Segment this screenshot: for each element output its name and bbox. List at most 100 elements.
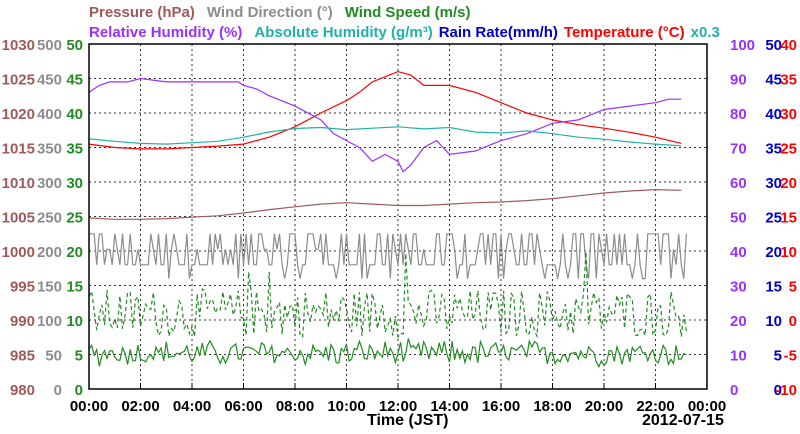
ytick-wspd: 15 <box>66 279 83 296</box>
ytick-rain: 30 <box>765 175 782 192</box>
ytick-temp: 0 <box>789 313 797 330</box>
ytick-temp: 10 <box>780 244 797 261</box>
ytick-rh: 20 <box>730 313 747 330</box>
ytick-wdir: 350 <box>37 141 62 158</box>
ytick-wdir: 0 <box>54 382 62 399</box>
ytick-rain: 25 <box>765 210 782 227</box>
series-temp <box>88 70 682 150</box>
ytick-rh: 50 <box>730 210 747 227</box>
ytick-temp: 35 <box>780 72 797 89</box>
ytick-rh: 100 <box>730 37 755 54</box>
legend-ah: Absolute Humidity (g/m³) <box>254 24 432 41</box>
legend: Pressure (hPa) Wind Direction (°) Wind Spe… <box>89 4 720 41</box>
legend-ahscale: x0.3 <box>691 24 720 41</box>
xtick-label: 02:00 <box>121 398 159 415</box>
ytick-temp: 5 <box>789 279 797 296</box>
ytick-wdir: 500 <box>37 37 62 54</box>
legend-temp: Temperature (°C) <box>564 24 685 41</box>
ytick-rain: 20 <box>765 244 782 261</box>
ytick-temp: 30 <box>780 106 797 123</box>
ytick-wdir: 400 <box>37 106 62 123</box>
series-wdir <box>89 233 687 280</box>
ytick-rh: 60 <box>730 175 747 192</box>
ytick-wdir: 300 <box>37 175 62 192</box>
ytick-rain: 50 <box>765 37 782 54</box>
ytick-wspd: 20 <box>66 244 83 261</box>
series-wspd <box>88 338 687 368</box>
ytick-temp: 40 <box>780 37 797 54</box>
ytick-temp: 20 <box>780 175 797 192</box>
legend-pressure: Pressure (hPa) <box>89 4 195 21</box>
series-rh <box>88 77 682 173</box>
ytick-wdir: 200 <box>37 244 62 261</box>
ytick-rh: 30 <box>730 279 747 296</box>
ytick-wdir: 50 <box>45 348 62 365</box>
ytick-temp: 25 <box>780 141 797 158</box>
ytick-wdir: 250 <box>37 210 62 227</box>
ytick-wspd: 30 <box>66 175 83 192</box>
ytick-rh: 40 <box>730 244 747 261</box>
ytick-wspd: 0 <box>75 382 83 399</box>
ytick-rh: 70 <box>730 141 747 158</box>
series-pressure <box>88 188 682 220</box>
legend-wdir: Wind Direction (°) <box>207 4 333 21</box>
xtick-label: 16:00 <box>482 398 520 415</box>
ytick-rain: 0 <box>774 382 782 399</box>
ytick-pressure: 995 <box>10 279 35 296</box>
ytick-rain: 5 <box>774 348 782 365</box>
xtick-label: 22:00 <box>636 398 674 415</box>
ytick-rain: 15 <box>765 279 782 296</box>
ytick-rh: 10 <box>730 348 747 365</box>
xtick-label: 10:00 <box>327 398 365 415</box>
xtick-label: 18:00 <box>533 398 571 415</box>
ytick-wdir: 100 <box>37 313 62 330</box>
x-axis: 00:00 02:00 04:00 06:00 08:00 10:00 12:00 14:00… <box>70 383 726 415</box>
ytick-pressure: 1020 <box>2 106 35 123</box>
xtick-label: 00:00 <box>688 398 726 415</box>
ytick-pressure: 985 <box>10 348 35 365</box>
xtick-label: 04:00 <box>173 398 211 415</box>
ytick-rh: 90 <box>730 72 747 89</box>
y-axes: 9809859909951000100510101015102010251030… <box>2 37 797 399</box>
ytick-temp: -10 <box>775 382 797 399</box>
ytick-wspd: 50 <box>66 37 83 54</box>
ytick-wspd: 45 <box>66 72 83 89</box>
legend-rh: Relative Humidity (%) <box>89 24 242 41</box>
ytick-wspd: 10 <box>66 313 83 330</box>
ytick-rain: 10 <box>765 313 782 330</box>
xtick-label: 14:00 <box>430 398 468 415</box>
ytick-pressure: 1000 <box>2 244 35 261</box>
ytick-rh: 0 <box>730 382 738 399</box>
series-lines <box>88 70 687 368</box>
ytick-wdir: 150 <box>37 279 62 296</box>
ytick-pressure: 1015 <box>2 141 35 158</box>
ytick-pressure: 1010 <box>2 175 35 192</box>
ytick-wspd: 40 <box>66 106 83 123</box>
ytick-rh: 80 <box>730 106 747 123</box>
ytick-temp: -5 <box>784 348 797 365</box>
xtick-label: 12:00 <box>379 398 417 415</box>
grid <box>89 44 707 389</box>
ytick-pressure: 1005 <box>2 210 35 227</box>
ytick-wdir: 450 <box>37 72 62 89</box>
ytick-rain: 45 <box>765 72 782 89</box>
xtick-label: 20:00 <box>585 398 623 415</box>
legend-rain: Rain Rate(mm/h) <box>439 24 558 41</box>
date-label: 2012-07-15 <box>642 412 724 429</box>
xtick-label: 00:00 <box>70 398 108 415</box>
xtick-label: 08:00 <box>276 398 314 415</box>
ytick-pressure: 1025 <box>2 72 35 89</box>
ytick-pressure: 990 <box>10 313 35 330</box>
legend-wspd: Wind Speed (m/s) <box>345 4 471 21</box>
series-wgust <box>88 251 687 339</box>
ytick-temp: 15 <box>780 210 797 227</box>
x-axis-title: Time (JST) <box>367 412 449 429</box>
ytick-pressure: 980 <box>10 382 35 399</box>
ytick-rain: 40 <box>765 106 782 123</box>
ytick-pressure: 1030 <box>2 37 35 54</box>
series-ah <box>88 126 682 147</box>
ytick-rain: 35 <box>765 141 782 158</box>
ytick-wspd: 5 <box>75 348 83 365</box>
ytick-wspd: 25 <box>66 210 83 227</box>
